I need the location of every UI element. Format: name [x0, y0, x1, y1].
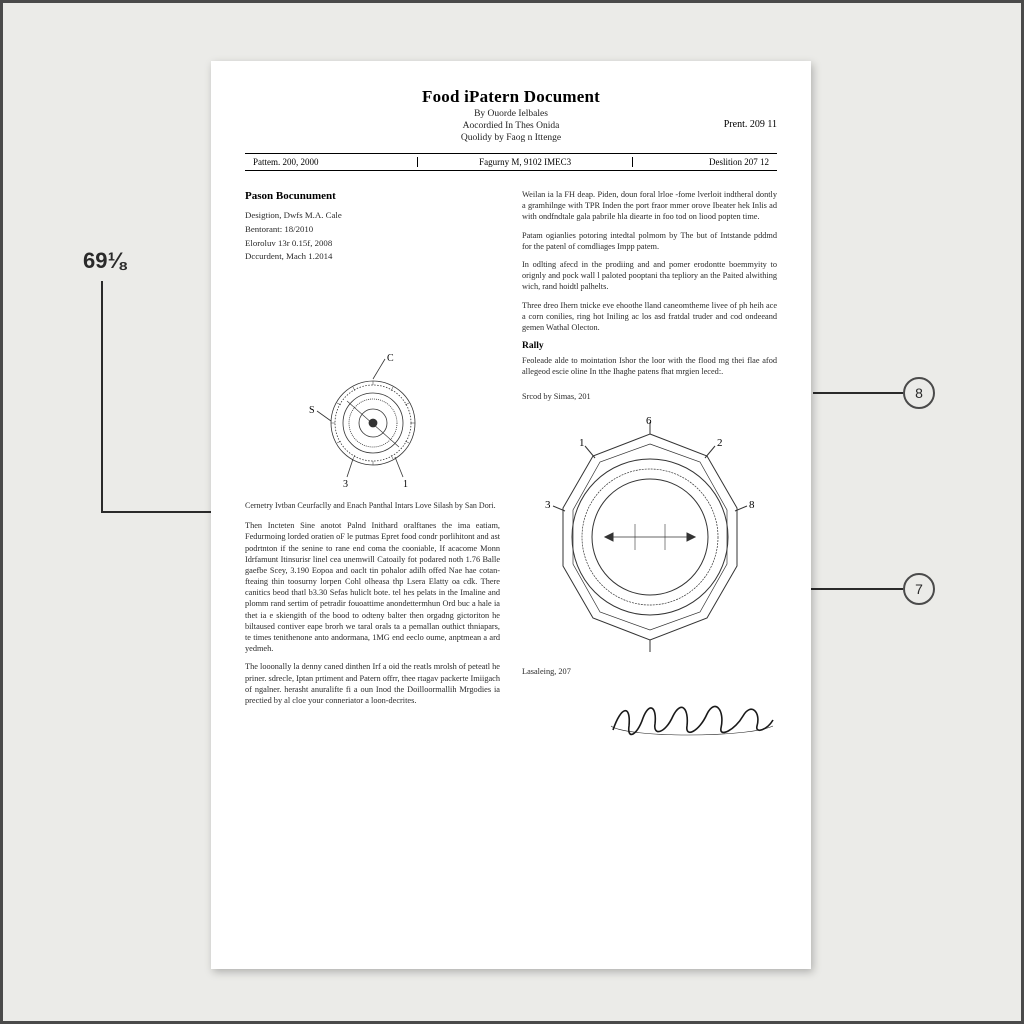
field-0: Desigtion, Dwfs M.A. Cale: [245, 210, 500, 222]
figure-1-svg: C S 3 1: [303, 351, 443, 491]
callout-right-bottom: 7: [903, 573, 935, 605]
meta-pattern: Pattem. 200, 2000: [245, 157, 418, 167]
callout-8-line: [813, 392, 903, 394]
header: Food iPatern Document By Ouorde Ielbales…: [245, 87, 777, 143]
col-right: Weilan ia la FH deap. Piden, doun foral …: [522, 189, 777, 745]
right-para-4: Three dreo Ihern tnicke eve ehoothe llan…: [522, 300, 777, 334]
fig1-lbl-c: C: [387, 353, 394, 364]
fig1-lbl-1: 1: [403, 479, 408, 490]
meta-row: Pattem. 200, 2000 Fagurny M, 9102 IMEC3 …: [245, 153, 777, 171]
section-title: Pason Bocunument: [245, 189, 500, 204]
meta-figure: Fagurny M, 9102 IMEC3: [418, 157, 633, 167]
callout-right-bottom-circle: 7: [903, 573, 935, 605]
figure-2-svg: 6 1 2 3 8: [535, 416, 765, 656]
callout-left-line-v: [101, 281, 103, 513]
figure-1: C S 3 1: [245, 351, 500, 491]
srcod-line: Srcod by Simas, 201: [522, 391, 777, 402]
columns: Pason Bocunument Desigtion, Dwfs M.A. Ca…: [245, 189, 777, 745]
meta-definition: Deslition 207 12: [633, 157, 777, 167]
field-1: Bentorant: 18/2010: [245, 224, 500, 236]
rally-heading: Rally: [522, 340, 777, 353]
doc-sub2: Aocordied In Thes Onida: [245, 121, 777, 131]
signature: [522, 696, 777, 745]
fig2-lbl-1: 1: [579, 437, 585, 449]
fig2-lbl-8: 8: [749, 499, 755, 511]
doc-title: Food iPatern Document: [245, 87, 777, 107]
right-para-1: Weilan ia la FH deap. Piden, doun foral …: [522, 189, 777, 223]
doc-sub3: Quolidy by Faog n Ittenge: [245, 133, 777, 143]
callout-left-label: 69⅛: [83, 248, 126, 273]
signature-svg: [607, 696, 777, 742]
document-page: Food iPatern Document By Ouorde Ielbales…: [211, 61, 811, 969]
fig1-lbl-s: S: [309, 405, 315, 416]
right-para-2: Patam ogianlies potoring intedtal polmom…: [522, 230, 777, 252]
fig2-lbl-6: 6: [646, 416, 652, 427]
callout-right-top: 8: [903, 377, 935, 409]
figure-1-caption: Cernetry Ivtban Ceurfaclly and Enach Pan…: [245, 501, 500, 512]
callout-left: 69⅛: [83, 248, 126, 274]
right-para-3: In odlting afecd in the prodiing and and…: [522, 259, 777, 293]
fig1-lbl-3: 3: [343, 479, 348, 490]
callout-right-top-circle: 8: [903, 377, 935, 409]
left-para-2: The looonally la denny caned dinthen Irf…: [245, 661, 500, 706]
fig2-lbl-3: 3: [545, 499, 551, 511]
lasaleing-line: Lasaleing, 207: [522, 666, 777, 677]
fig2-lbl-2: 2: [717, 437, 723, 449]
col-left: Pason Bocunument Desigtion, Dwfs M.A. Ca…: [245, 189, 500, 745]
print-ref: Prent. 209 11: [724, 119, 777, 130]
right-para-5: Feoleade alde to mointation Ishor the lo…: [522, 355, 777, 377]
field-2: Eloroluv 13r 0.15f, 2008: [245, 238, 500, 250]
field-3: Dccurdent, Mach 1.2014: [245, 251, 500, 263]
figure-2: 6 1 2 3 8: [522, 416, 777, 656]
doc-byline: By Ouorde Ielbales: [245, 109, 777, 119]
left-para-1: Then Incteten Sine anotot Palnd Inithard…: [245, 520, 500, 654]
